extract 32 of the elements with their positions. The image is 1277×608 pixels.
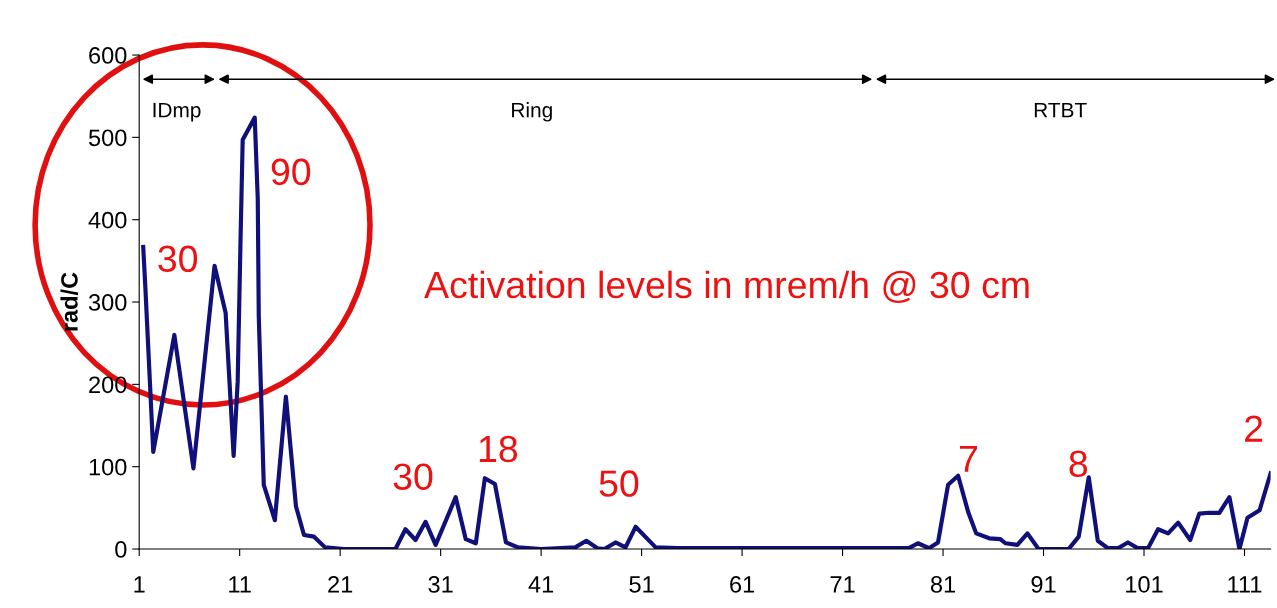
y-tick-label: 100 bbox=[89, 458, 127, 476]
x-tick-label: 101 bbox=[1126, 576, 1163, 593]
x-tick-label: 31 bbox=[428, 576, 453, 593]
x-tick-label: 91 bbox=[1031, 576, 1056, 593]
annotation: 50 bbox=[599, 470, 639, 497]
x-tick-label: 21 bbox=[328, 576, 353, 593]
annotation: 18 bbox=[479, 435, 518, 463]
y-tick-label: 600 bbox=[89, 47, 127, 64]
annotation: Activation levels in mrem/h @ 30 cm bbox=[424, 270, 1029, 304]
annotation: Ring bbox=[512, 102, 552, 122]
x-tick-label: 71 bbox=[830, 576, 855, 593]
annotation: IDmp bbox=[153, 102, 201, 122]
y-tick-label: 0 bbox=[115, 541, 127, 558]
annotation: 7 bbox=[960, 445, 978, 472]
y-axis-title: rad/C bbox=[60, 272, 79, 331]
y-tick-label: 200 bbox=[89, 376, 127, 394]
annotation: 2 bbox=[1245, 415, 1263, 442]
annotation: 30 bbox=[158, 245, 198, 273]
annotation: RTBT bbox=[1034, 102, 1087, 118]
y-tick-label: 300 bbox=[88, 294, 127, 311]
x-tick-label: 81 bbox=[930, 576, 956, 593]
annotation: 8 bbox=[1069, 450, 1088, 478]
x-tick-label: 11 bbox=[229, 576, 251, 593]
annotation: 30 bbox=[393, 463, 433, 490]
x-tick-label: 61 bbox=[730, 576, 755, 593]
x-tick-label: 1 bbox=[134, 576, 145, 593]
annotation: 90 bbox=[271, 158, 311, 186]
x-tick-label: 51 bbox=[629, 576, 654, 593]
x-tick-label: 41 bbox=[528, 576, 554, 593]
y-tick-label: 400 bbox=[88, 211, 127, 229]
x-tick-label: 111 bbox=[1228, 576, 1262, 593]
y-tick-label: 500 bbox=[88, 129, 127, 147]
